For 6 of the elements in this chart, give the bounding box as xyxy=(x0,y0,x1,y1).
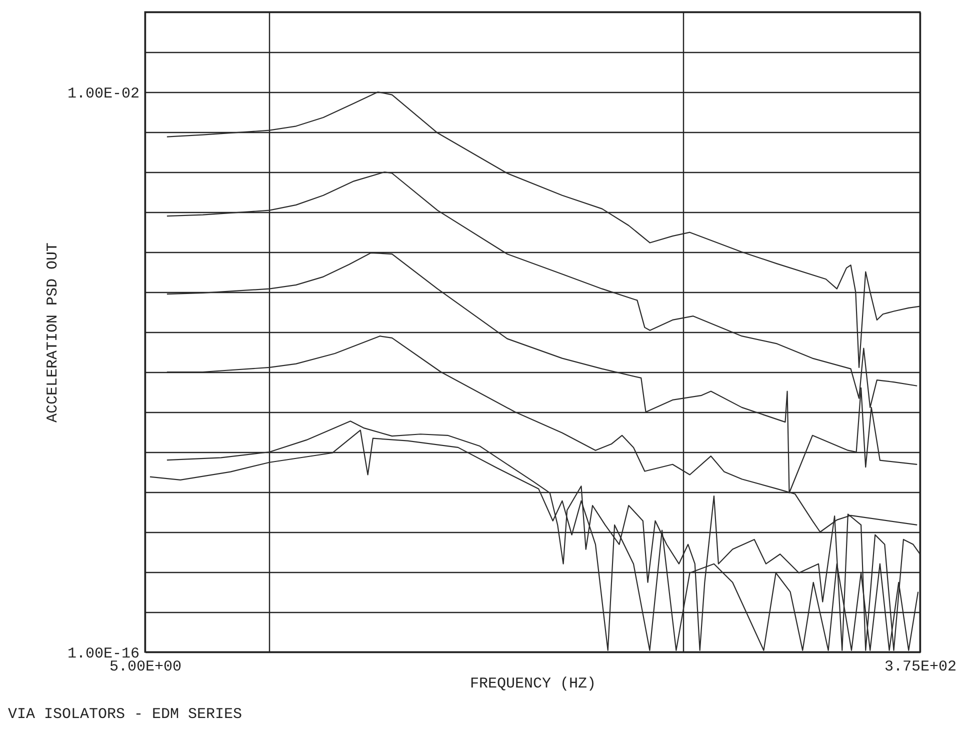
x-tick-label: 3.75E+02 xyxy=(884,658,957,676)
x-axis-title: FREQUENCY (HZ) xyxy=(470,676,596,692)
x-tick-label: 5.00E+00 xyxy=(109,658,182,676)
y-tick-label: 1.00E-02 xyxy=(67,86,140,102)
text: VIA ISOLATORS - EDM SERIES xyxy=(8,706,242,723)
y-axis-title: ACCELERATION PSD OUT xyxy=(44,242,62,423)
